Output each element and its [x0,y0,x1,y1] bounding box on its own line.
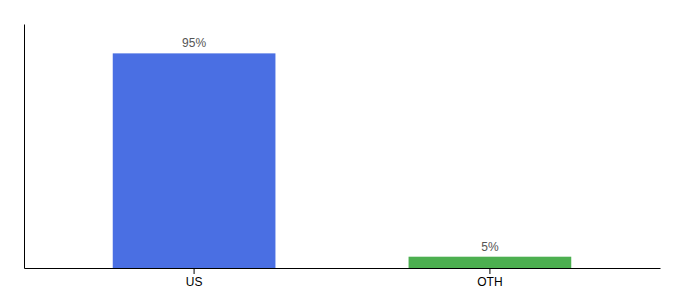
bar [113,53,276,268]
x-tick-mark [194,268,195,274]
x-tick: US [186,268,203,289]
plot: 95% 5% US OTH [25,25,661,289]
x-tick: OTH [477,268,502,289]
bars [113,53,572,268]
x-axis-line [25,268,661,269]
bar [409,257,572,268]
y-axis [24,25,25,269]
y-axis-line [24,25,25,269]
data-label: 95% [182,36,206,50]
x-tick-mark [489,268,490,274]
x-tick-label: US [186,275,203,289]
data-label: 5% [481,240,499,254]
x-tick-label: OTH [477,275,502,289]
x-axis: US OTH [25,268,661,289]
chart: 95% 5% US OTH [0,0,680,300]
data-labels: 95% 5% [182,36,499,253]
